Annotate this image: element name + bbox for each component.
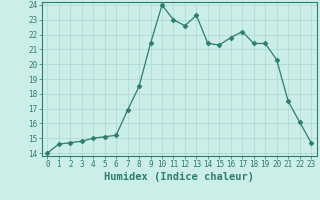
X-axis label: Humidex (Indice chaleur): Humidex (Indice chaleur) [104, 172, 254, 182]
